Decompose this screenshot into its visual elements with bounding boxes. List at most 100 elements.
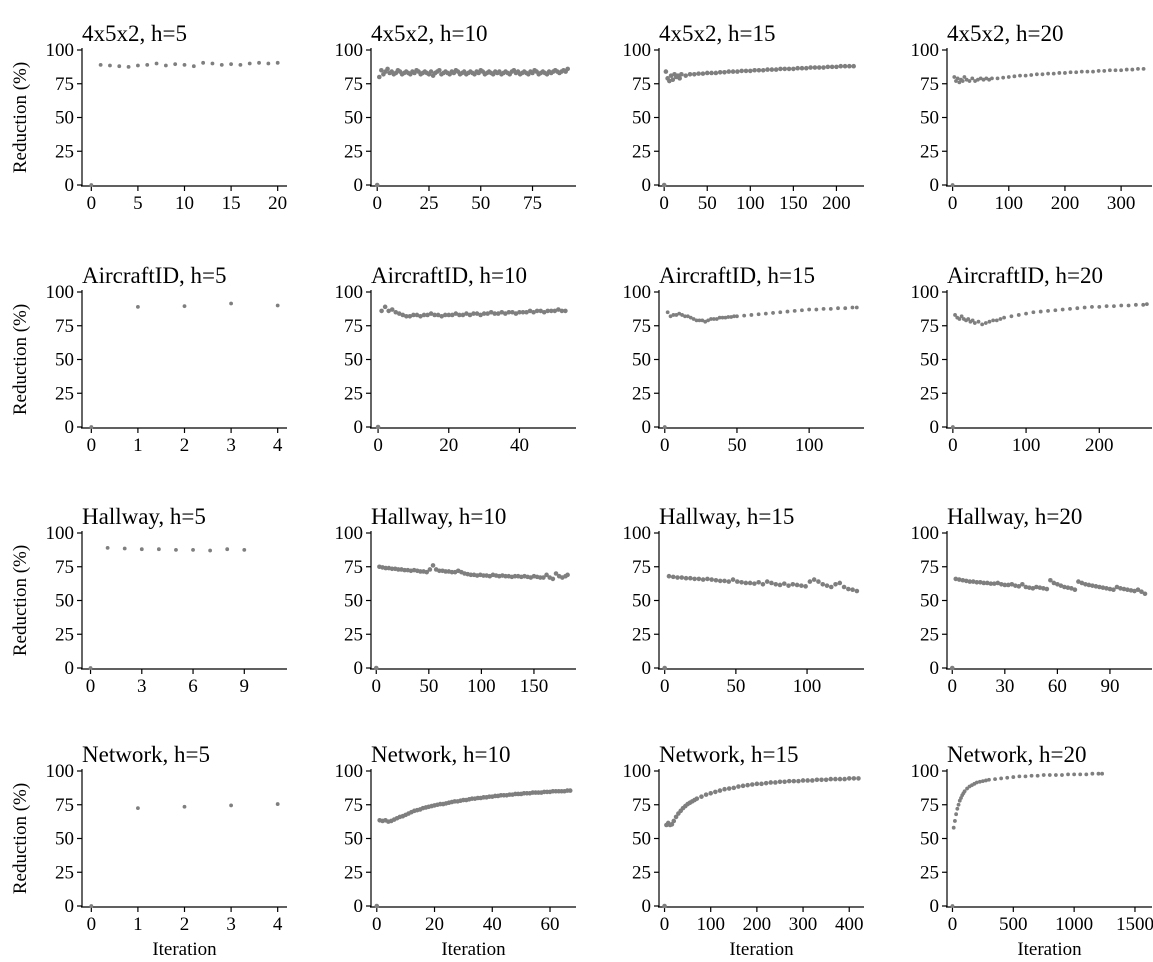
panel-0-0-point xyxy=(117,64,121,68)
panel-2-2-point xyxy=(739,580,744,585)
panel-3-3-point xyxy=(953,819,957,823)
panel-0-0-point xyxy=(164,64,168,68)
panel-0-1-point xyxy=(377,75,382,80)
panel-3-2-point xyxy=(695,796,700,801)
panel-3-3-point xyxy=(1097,772,1101,776)
panel-1-3-point xyxy=(1145,302,1149,306)
panel-3-3-xtick-label: 0 xyxy=(948,914,958,935)
panel-0-0-point xyxy=(239,63,243,67)
panel-3-2-ytick-label: 75 xyxy=(632,795,651,816)
panel-3-0-ytick-label: 100 xyxy=(46,761,75,782)
panel-3-3-point xyxy=(1017,775,1021,779)
panel-1-0-point xyxy=(89,425,93,429)
x-axis-label: Iteration xyxy=(729,939,794,957)
panel-0-3-xtick-label: 100 xyxy=(995,193,1024,214)
panel-3-3-ytick-label: 50 xyxy=(920,829,939,850)
panel-1-1-point xyxy=(376,425,381,430)
panel-0-1-point xyxy=(437,68,442,73)
panel-2-2-point xyxy=(709,577,714,582)
panel-2-2-point xyxy=(808,579,813,584)
panel-3-3-point xyxy=(1072,772,1076,776)
panel-3-3-point xyxy=(999,777,1003,781)
panel-2-2-point xyxy=(825,583,830,588)
panel-1-2-title: AircraftID, h=15 xyxy=(659,263,815,288)
panel-1-3-point xyxy=(1046,309,1050,313)
panel-3-3-title: Network, h=20 xyxy=(947,742,1086,767)
panel-1-3-point xyxy=(977,320,981,324)
panel-1-2-point xyxy=(742,314,746,318)
panel-3-2-point xyxy=(699,794,704,799)
panel-3-3-point xyxy=(1042,773,1046,777)
panel-0-2-point xyxy=(714,71,719,76)
panel-0-1-ytick-label: 100 xyxy=(335,40,364,61)
panel-1-0-ytick-label: 75 xyxy=(55,316,74,337)
panel-0-0-point xyxy=(192,64,196,68)
panel-2-1-point xyxy=(374,666,379,671)
panel-1-0-ytick-label: 0 xyxy=(65,417,75,438)
panel-0-2-point xyxy=(778,67,783,72)
panel-3-1-ytick-label: 100 xyxy=(335,761,364,782)
panel-0-0-point xyxy=(211,62,215,66)
panel-3-2-point xyxy=(782,780,787,785)
panel-0-3-point xyxy=(952,75,956,79)
panel-0-3-point xyxy=(1029,73,1033,77)
panel-3-2-title: Network, h=15 xyxy=(659,742,798,767)
panel-0-3-xtick-label: 0 xyxy=(948,193,958,214)
panel-0-0-xtick-label: 0 xyxy=(87,193,97,214)
panel-2-3-point xyxy=(1073,587,1078,592)
panel-1-0-point xyxy=(229,302,233,306)
panel-0-0-point xyxy=(89,183,93,187)
panel-0-3-point xyxy=(1119,68,1123,72)
panel-0-1-xtick-label: 0 xyxy=(372,193,382,214)
panel-1-0-title: AircraftID, h=5 xyxy=(82,263,227,288)
panel-2-2-point xyxy=(786,583,791,588)
panel-2-3-xtick-label: 30 xyxy=(995,676,1014,697)
panel-0-2-point xyxy=(847,64,852,69)
panel-1-3-point xyxy=(999,317,1003,321)
panel-2-2-point xyxy=(820,582,825,587)
panel-3-3-point xyxy=(955,807,959,811)
panel-3-0-point xyxy=(89,904,93,908)
panel-3-2-ytick-label: 100 xyxy=(623,761,652,782)
panel-0-3-point xyxy=(1012,74,1016,78)
panel-2-2-point xyxy=(731,577,736,582)
panel-1-2-point xyxy=(855,306,859,310)
panel-2-2-point xyxy=(684,576,689,581)
panel-0-0-xtick-label: 10 xyxy=(175,193,194,214)
panel-2-2-point xyxy=(705,577,710,582)
panel-2-1-xtick-label: 50 xyxy=(419,676,438,697)
panel-2-2-point xyxy=(744,581,749,586)
panel-1-3-point xyxy=(1061,308,1065,312)
panel-1-3-point xyxy=(1039,310,1043,314)
panel-0-0-point xyxy=(127,65,131,69)
panel-2-2-point xyxy=(782,581,787,586)
y-axis-label: Reduction (%) xyxy=(10,304,31,415)
panel-0-3-ytick-label: 100 xyxy=(911,40,940,61)
panel-3-0-point xyxy=(183,805,187,809)
panel-0-2-ytick-label: 75 xyxy=(632,74,651,95)
panel-2-2-point xyxy=(692,577,697,582)
panel-0-2-point xyxy=(696,71,701,76)
panel-0-3-point xyxy=(1097,69,1101,73)
panel-0-3-title: 4x5x2, h=20 xyxy=(947,21,1063,46)
panel-1-3-point xyxy=(991,318,995,322)
panel-0-2-point xyxy=(701,71,706,76)
panel-1-1-ytick-label: 75 xyxy=(344,316,363,337)
panel-2-3-xtick-label: 90 xyxy=(1100,676,1119,697)
panel-1-1-point xyxy=(379,309,384,314)
panel-1-3-xtick-label: 0 xyxy=(948,435,958,456)
x-axis-label: Iteration xyxy=(152,939,217,957)
panel-1-2-point xyxy=(814,308,818,312)
panel-3-3-point xyxy=(1100,772,1104,776)
panel-1-3-point xyxy=(1083,306,1087,310)
panel-0-2-point xyxy=(834,65,839,70)
panel-0-1-ytick-label: 0 xyxy=(354,175,364,196)
panel-3-2-point xyxy=(727,786,732,791)
panel-2-2-ytick-label: 0 xyxy=(642,658,652,679)
